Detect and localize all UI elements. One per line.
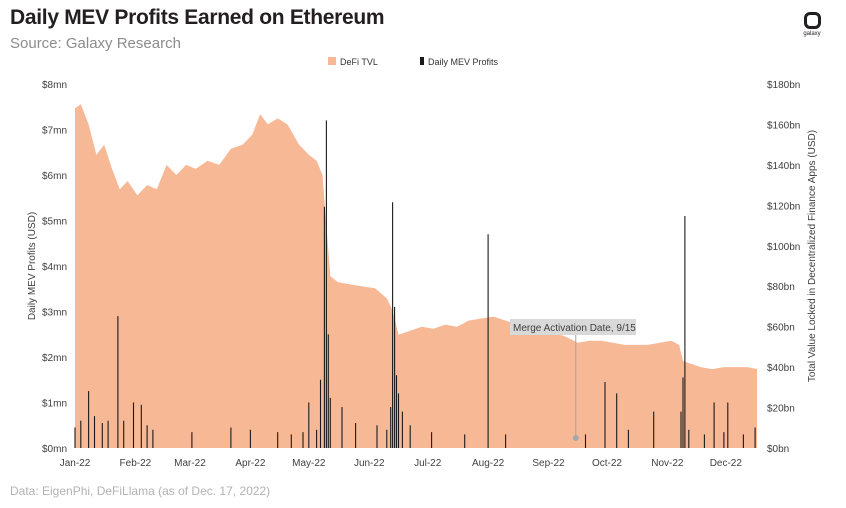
x-tick-label: Mar-22 <box>174 458 206 469</box>
y-right-axis-title: Total Value Locked in Decentralized Fina… <box>807 130 818 382</box>
merge-annotation-label: Merge Activation Date, 9/15 <box>513 323 636 334</box>
x-tick-label: Jul-22 <box>414 458 442 469</box>
y-left-tick-label: $5mn <box>42 217 67 228</box>
chart-title: Daily MEV Profits Earned on Ethereum <box>10 6 385 29</box>
legend-label-tvl: DeFi TVL <box>340 57 378 67</box>
y-left-tick-label: $0mn <box>42 444 67 455</box>
x-tick-label: Aug-22 <box>472 458 505 469</box>
legend-swatch-mev <box>420 57 424 65</box>
y-right-tick-label: $60bn <box>767 323 795 334</box>
x-tick-label: Jan-22 <box>60 458 91 469</box>
legend-swatch-tvl <box>328 57 336 65</box>
y-left-tick-label: $7mn <box>42 126 67 137</box>
y-right-tick-label: $160bn <box>767 120 800 131</box>
data-source-footnote: Data: EigenPhi, DeFiLlama (as of Dec. 17… <box>10 484 271 498</box>
y-right-tick-label: $40bn <box>767 363 795 374</box>
mev-chart: Merge Activation Date, 9/15 $0mn $1mn $2mn $… <box>27 57 818 469</box>
y-right-tick-label: $100bn <box>767 242 800 253</box>
galaxy-logo-text: galaxy <box>803 31 821 37</box>
galaxy-logo-icon <box>803 12 821 29</box>
y-left-tick-label: $2mn <box>42 353 67 364</box>
x-tick-label: Jun-22 <box>354 458 385 469</box>
y-left-tick-label: $6mn <box>42 171 67 182</box>
x-tick-label: Sep-22 <box>532 458 565 469</box>
y-left-tick-label: $8mn <box>42 80 67 91</box>
y-left-tick-label: $3mn <box>42 308 67 319</box>
chart-subtitle: Source: Galaxy Research <box>10 35 181 52</box>
y-right-tick-label: $20bn <box>767 404 795 415</box>
y-left-axis-title: Daily MEV Profits (USD) <box>27 212 38 320</box>
y-right-tick-label: $140bn <box>767 161 800 172</box>
galaxy-logo: galaxy <box>796 12 828 37</box>
y-right-tick-label: $80bn <box>767 282 795 293</box>
x-tick-label: May-22 <box>292 458 326 469</box>
x-tick-label: Dec-22 <box>710 458 743 469</box>
tvl-area <box>75 104 757 448</box>
y-right-tick-label: $0bn <box>767 444 789 455</box>
y-right-tick-label: $180bn <box>767 80 800 91</box>
legend-label-mev: Daily MEV Profits <box>428 57 499 67</box>
x-tick-label: Oct-22 <box>592 458 622 469</box>
merge-annotation-marker <box>572 435 579 441</box>
y-left-tick-label: $4mn <box>42 262 67 273</box>
x-tick-label: Apr-22 <box>235 458 265 469</box>
x-tick-label: Nov-22 <box>651 458 684 469</box>
y-right-tick-label: $120bn <box>767 201 800 212</box>
merge-annotation-box <box>510 319 636 335</box>
y-left-tick-label: $1mn <box>42 399 67 410</box>
x-tick-label: Feb-22 <box>120 458 152 469</box>
